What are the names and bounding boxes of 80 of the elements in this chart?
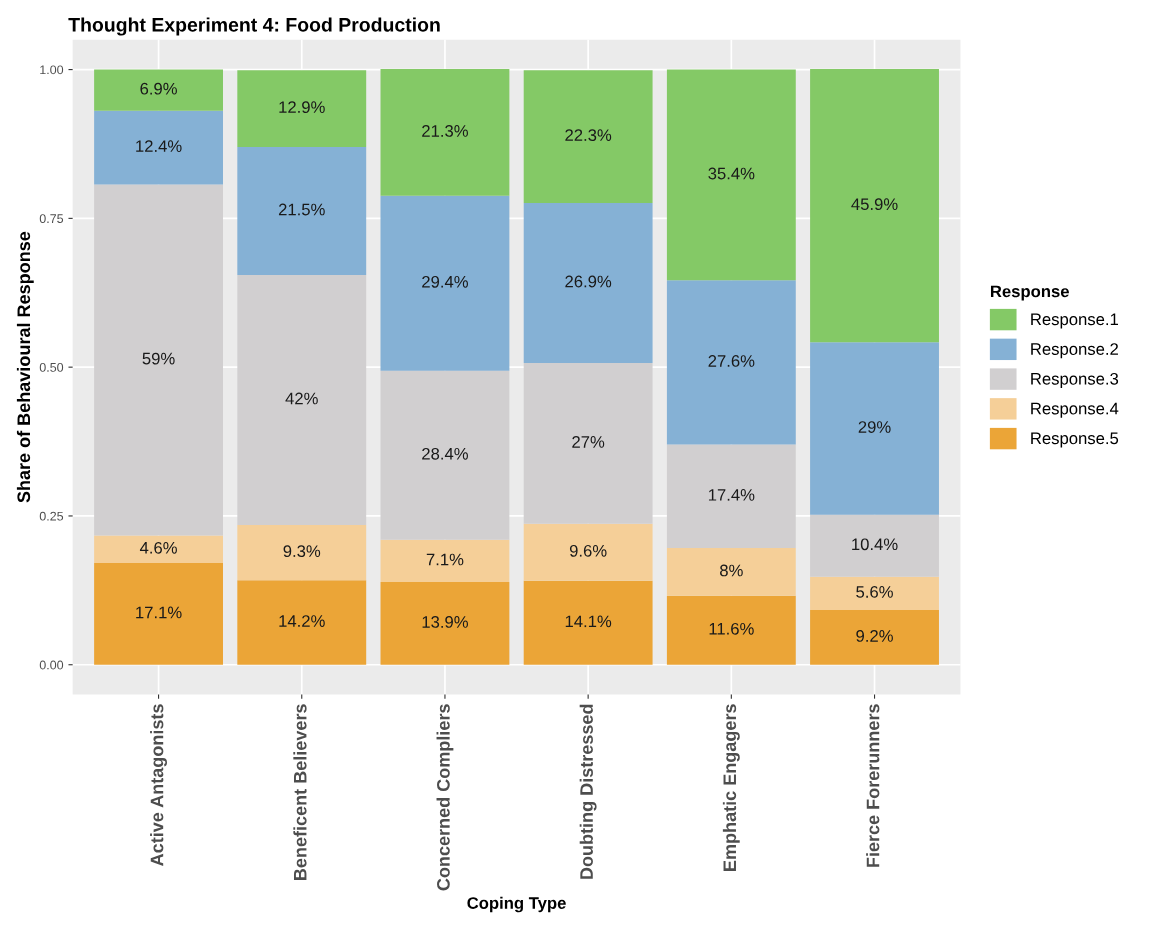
bar bbox=[810, 342, 939, 515]
bar bbox=[94, 562, 223, 665]
data-label: 12.9% bbox=[279, 101, 325, 114]
data-label: 42% bbox=[285, 392, 318, 405]
bar bbox=[94, 110, 223, 185]
bar bbox=[380, 370, 510, 540]
bar bbox=[380, 582, 510, 665]
x-tick-label: Concerned Compliers bbox=[436, 704, 454, 891]
bar bbox=[666, 595, 796, 665]
bar bbox=[523, 202, 653, 363]
legend-label: Response.5 bbox=[1031, 432, 1119, 448]
x-tick-label: Doubting Distressed bbox=[579, 704, 597, 879]
data-label: 26.9% bbox=[565, 275, 612, 288]
data-label: 10.4% bbox=[852, 538, 898, 551]
x-axis-title: Coping Type bbox=[467, 896, 566, 913]
x-tick-label: Beneficent Believers bbox=[293, 704, 307, 880]
data-label: 4.6% bbox=[139, 541, 177, 554]
bar bbox=[810, 576, 939, 610]
data-label: 27% bbox=[572, 436, 605, 448]
y-tick-label: 0.50 bbox=[39, 362, 64, 372]
data-label: 29.4% bbox=[422, 275, 468, 288]
legend-label: Response.3 bbox=[1031, 372, 1119, 389]
data-label: 17.4% bbox=[708, 489, 755, 501]
y-tick-label: 1.00 bbox=[40, 65, 64, 75]
data-label: 7.1% bbox=[426, 553, 464, 566]
x-tick-label: Emphatic Engagers bbox=[722, 704, 740, 871]
data-label: 21.5% bbox=[278, 203, 325, 216]
legend-label: Response.4 bbox=[1031, 402, 1119, 418]
bar bbox=[94, 69, 223, 111]
bar bbox=[380, 195, 510, 371]
chart-title: Thought Experiment 4: Food Production bbox=[68, 17, 440, 36]
legend-label: Response.1 bbox=[1031, 313, 1119, 329]
data-label: 29% bbox=[858, 421, 891, 433]
data-label: 9.3% bbox=[283, 545, 321, 558]
bar bbox=[523, 523, 653, 581]
legend-title: Response bbox=[990, 285, 1069, 301]
bar bbox=[666, 69, 796, 281]
bar bbox=[523, 362, 653, 524]
data-label: 9.6% bbox=[569, 544, 607, 557]
bar bbox=[94, 184, 223, 536]
data-label: 28.4% bbox=[422, 447, 468, 460]
data-label: 14.2% bbox=[279, 615, 325, 627]
x-tick-label: Fierce Forerunners bbox=[866, 704, 880, 867]
x-tick-label: Active Antagonists bbox=[150, 704, 168, 866]
bar bbox=[237, 580, 367, 665]
data-label: 13.9% bbox=[422, 616, 468, 628]
bar bbox=[380, 68, 510, 196]
bar bbox=[380, 539, 510, 583]
data-label: 5.6% bbox=[856, 585, 893, 598]
data-label: 17.1% bbox=[136, 606, 182, 619]
bar bbox=[666, 444, 796, 549]
data-label: 6.9% bbox=[140, 82, 177, 95]
bar bbox=[237, 274, 367, 525]
data-label: 35.4% bbox=[708, 167, 755, 180]
legend-label: Response.2 bbox=[1031, 343, 1118, 359]
data-label: 59% bbox=[142, 352, 175, 365]
bar bbox=[810, 68, 939, 343]
data-label: 11.6% bbox=[709, 622, 754, 635]
bar bbox=[666, 548, 796, 596]
bar bbox=[810, 609, 939, 665]
bar bbox=[237, 146, 367, 275]
y-tick-label: 0.00 bbox=[39, 660, 64, 670]
data-label: 45.9% bbox=[851, 198, 898, 211]
bar bbox=[810, 514, 939, 577]
data-label: 9.2% bbox=[856, 630, 893, 642]
y-axis-title: Share of Behavioural Response bbox=[16, 231, 34, 503]
data-label: 27.6% bbox=[708, 355, 755, 367]
bar bbox=[237, 70, 367, 147]
data-label: 22.3% bbox=[565, 129, 612, 142]
bar bbox=[237, 524, 367, 581]
bar bbox=[94, 535, 223, 563]
data-label: 21.3% bbox=[422, 125, 468, 137]
y-tick-label: 0.75 bbox=[39, 214, 64, 224]
data-label: 8% bbox=[720, 564, 743, 577]
bar bbox=[523, 580, 653, 665]
bar bbox=[523, 70, 653, 203]
data-label: 14.1% bbox=[565, 615, 612, 628]
y-tick-label: 0.25 bbox=[39, 511, 64, 521]
data-label: 12.4% bbox=[136, 140, 182, 152]
bar bbox=[666, 280, 796, 445]
